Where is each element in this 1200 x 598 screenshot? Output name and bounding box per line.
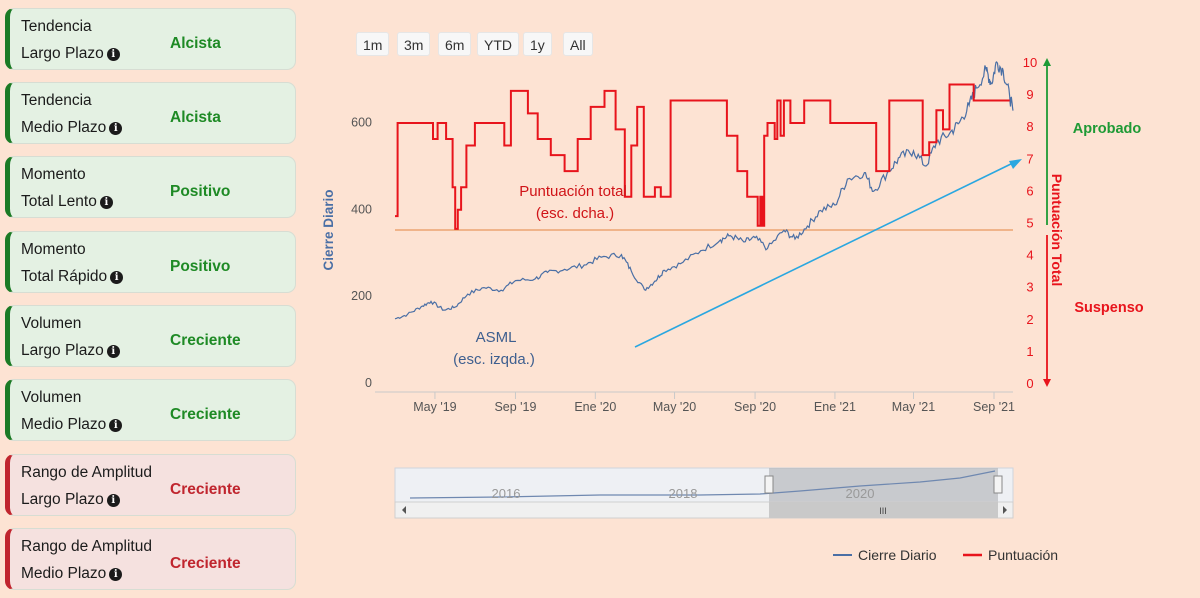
info-icon[interactable]: i <box>109 122 123 135</box>
x-tick-label: May '21 <box>892 400 935 414</box>
x-tick-label: Sep '20 <box>734 400 776 414</box>
approved-label: Aprobado <box>1073 121 1142 137</box>
info-icon[interactable]: i <box>106 345 120 358</box>
score-annotation: Puntuación total <box>519 183 627 200</box>
y-right-tick-label: 3 <box>1026 280 1033 295</box>
price-line <box>394 61 1014 320</box>
indicator-name: Tendencia <box>21 92 92 109</box>
y-right-tick-label: 4 <box>1026 248 1033 263</box>
indicator-name: Rango de Amplitud <box>21 538 152 555</box>
range-button-1y[interactable]: 1y <box>523 32 552 56</box>
range-button-all[interactable]: All <box>563 32 593 56</box>
indicator-value: Positivo <box>170 258 231 275</box>
info-icon[interactable]: i <box>109 419 123 432</box>
y-right-tick-label: 1 <box>1026 344 1033 359</box>
indicator-term: Largo Plazo i <box>21 491 120 509</box>
y-right-tick-label: 5 <box>1026 216 1033 231</box>
indicator-term: Largo Plazo i <box>21 342 120 360</box>
scroll-left-icon[interactable] <box>402 506 406 514</box>
indicator-card: Tendencia Largo Plazo i Alcista <box>5 8 296 70</box>
indicator-card: Volumen Medio Plazo i Creciente <box>5 379 296 441</box>
indicator-name: Momento <box>21 241 86 258</box>
price-annotation-note: (esc. izqda.) <box>453 351 535 368</box>
navigator-handle-right[interactable] <box>993 475 1003 494</box>
y-right-tick-label: 9 <box>1026 87 1033 102</box>
indicator-card: Rango de Amplitud Medio Plazo i Creciente <box>5 528 296 590</box>
indicator-card: Momento Total Lento i Positivo <box>5 156 296 218</box>
indicator-name: Rango de Amplitud <box>21 464 152 481</box>
info-icon[interactable]: i <box>109 568 123 581</box>
range-button-ytd[interactable]: YTD <box>477 32 519 56</box>
x-tick-label: May '20 <box>653 400 696 414</box>
indicator-value: Creciente <box>170 406 241 423</box>
scrollbar-grip-icon: III <box>879 506 887 516</box>
navigator-line <box>409 470 996 499</box>
indicator-value: Creciente <box>170 555 241 572</box>
info-icon[interactable]: i <box>106 48 120 61</box>
indicator-value: Alcista <box>170 35 221 52</box>
y-right-tick-label: 8 <box>1026 119 1033 134</box>
y-left-tick-label: 400 <box>351 202 372 216</box>
failed-label: Suspenso <box>1074 300 1143 316</box>
y-right-tick-label: 10 <box>1023 55 1037 70</box>
indicator-name: Tendencia <box>21 18 92 35</box>
range-button-6m[interactable]: 6m <box>438 32 472 56</box>
indicator-card: Rango de Amplitud Largo Plazo i Creciente <box>5 454 296 516</box>
y-right-tick-label: 2 <box>1026 312 1033 327</box>
indicator-name: Volumen <box>21 389 82 406</box>
trend-arrow <box>634 161 1016 348</box>
x-tick-label: Ene '21 <box>814 400 856 414</box>
indicator-term: Total Rápido i <box>21 268 124 286</box>
indicator-name: Volumen <box>21 315 82 332</box>
approved-arrow-head <box>1043 58 1051 66</box>
indicator-name: Momento <box>21 166 86 183</box>
indicator-value: Positivo <box>170 183 231 200</box>
navigator-year-label: 2016 <box>492 486 521 501</box>
x-tick-label: Sep '19 <box>494 400 536 414</box>
price-annotation: ASML <box>476 329 517 346</box>
legend-label-score[interactable]: Puntuación <box>988 547 1058 563</box>
scrollbar-thumb[interactable] <box>769 502 998 518</box>
score-annotation-note: (esc. dcha.) <box>536 205 614 222</box>
indicator-value: Creciente <box>170 481 241 498</box>
info-icon[interactable]: i <box>110 271 124 284</box>
y-left-tick-label: 0 <box>365 376 372 390</box>
y-right-tick-label: 7 <box>1026 151 1033 166</box>
score-line <box>395 83 1010 230</box>
indicator-term: Medio Plazo i <box>21 416 123 434</box>
navigator-handle-left[interactable] <box>764 475 774 494</box>
indicator-term: Largo Plazo i <box>21 45 120 63</box>
info-icon[interactable]: i <box>99 196 113 209</box>
y-right-tick-label: 6 <box>1026 183 1033 198</box>
y-left-axis-title: Cierre Diario <box>321 189 336 270</box>
navigator-year-label: 2018 <box>669 486 698 501</box>
indicator-card: Volumen Largo Plazo i Creciente <box>5 305 296 367</box>
y-right-axis-title: Puntuación Total <box>1049 174 1065 287</box>
y-right-tick-label: 0 <box>1026 376 1033 391</box>
x-tick-label: Sep '21 <box>973 400 1015 414</box>
indicator-value: Creciente <box>170 332 241 349</box>
indicator-card: Momento Total Rápido i Positivo <box>5 231 296 293</box>
scroll-right-icon[interactable] <box>1003 506 1007 514</box>
indicator-term: Medio Plazo i <box>21 119 123 137</box>
info-icon[interactable]: i <box>106 494 120 507</box>
y-left-tick-label: 200 <box>351 289 372 303</box>
navigator-year-label: 2020 <box>846 486 875 501</box>
indicator-value: Alcista <box>170 109 221 126</box>
trend-arrow-head <box>1009 159 1022 169</box>
range-button-3m[interactable]: 3m <box>397 32 431 56</box>
range-button-1m[interactable]: 1m <box>356 32 390 56</box>
x-tick-label: May '19 <box>413 400 456 414</box>
x-tick-label: Ene '20 <box>574 400 616 414</box>
indicator-card: Tendencia Medio Plazo i Alcista <box>5 82 296 144</box>
legend-label-price[interactable]: Cierre Diario <box>858 547 937 563</box>
failed-arrow-head <box>1043 379 1051 387</box>
indicator-term: Total Lento i <box>21 193 113 211</box>
y-left-tick-label: 600 <box>351 116 372 130</box>
indicator-term: Medio Plazo i <box>21 565 123 583</box>
